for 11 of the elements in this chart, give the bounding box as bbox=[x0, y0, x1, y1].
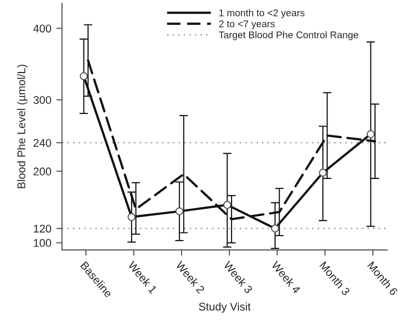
y-tick-label: 120 bbox=[34, 224, 52, 233]
y-tick-label: 300 bbox=[33, 96, 52, 104]
y-tick-label: 100 bbox=[34, 239, 52, 247]
y-tick-label: 200 bbox=[34, 168, 52, 176]
y-tick-label: 240 bbox=[34, 138, 52, 147]
y-axis-title: Blood Phe Level (µmol/L) bbox=[17, 64, 28, 188]
y-tick-label: 400 bbox=[33, 24, 52, 32]
legend-label: 1 month to <2 years bbox=[219, 9, 304, 18]
legend-label: Target Blood Phe Control Range bbox=[218, 31, 358, 40]
legend-label: 2 to <7 years bbox=[219, 20, 275, 30]
x-axis-title: Study Visit bbox=[198, 302, 251, 313]
